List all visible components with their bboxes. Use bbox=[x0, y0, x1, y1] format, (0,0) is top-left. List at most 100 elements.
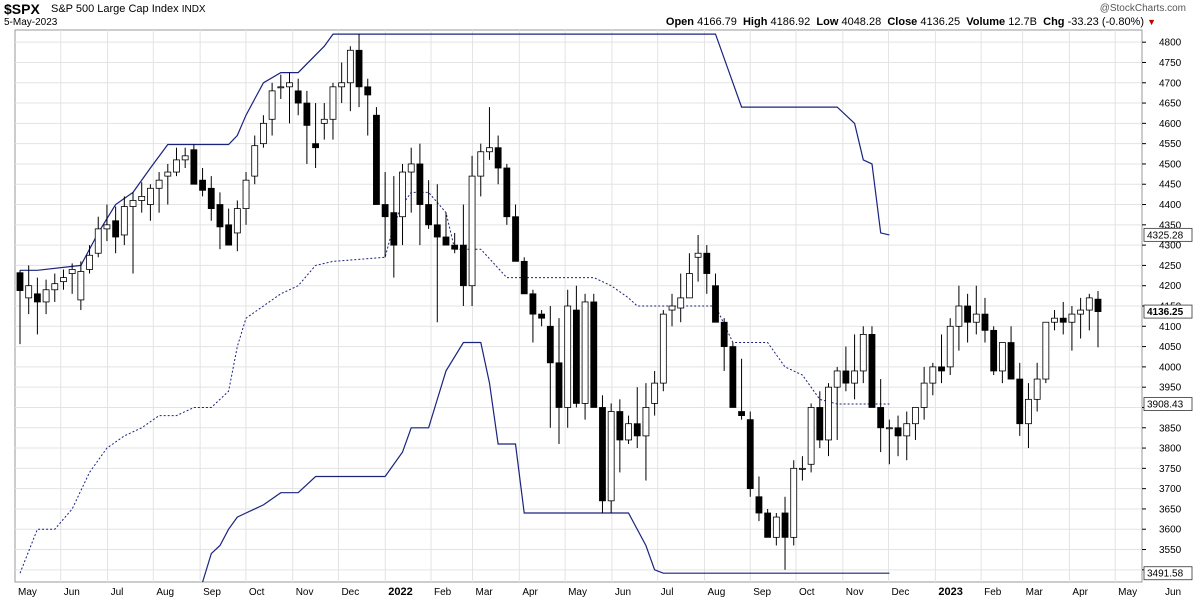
chart-header: $SPX S&P 500 Large Cap Index INDX 5-May-… bbox=[0, 0, 1200, 30]
down-candle-body bbox=[572, 309, 580, 404]
down-candle-body bbox=[764, 512, 772, 538]
y-tick-label: 4350 bbox=[1159, 220, 1182, 231]
up-candle-body bbox=[268, 90, 276, 120]
up-candle-body bbox=[1042, 321, 1050, 380]
y-tick-label: 4300 bbox=[1159, 241, 1182, 252]
up-candle-body bbox=[1085, 297, 1093, 311]
candle bbox=[355, 34, 363, 108]
candle bbox=[373, 107, 380, 205]
down-candle-body bbox=[355, 49, 363, 88]
up-candle-body bbox=[946, 325, 954, 368]
down-candle-body bbox=[720, 321, 728, 347]
candle bbox=[833, 366, 841, 440]
candle bbox=[590, 293, 598, 408]
x-tick-label: Mar bbox=[476, 587, 494, 598]
candle bbox=[738, 358, 745, 420]
candle bbox=[494, 135, 502, 185]
candle bbox=[16, 270, 24, 345]
ohlc-readout: Open 4166.79 High 4186.92 Low 4048.28 Cl… bbox=[666, 16, 1156, 28]
candle bbox=[946, 318, 954, 375]
candle bbox=[320, 103, 328, 140]
candle bbox=[816, 391, 824, 449]
up-candle-body bbox=[251, 145, 259, 177]
up-candle-body bbox=[825, 386, 832, 441]
candle bbox=[120, 196, 128, 246]
candle bbox=[929, 362, 937, 396]
x-tick-label: Apr bbox=[1072, 587, 1088, 598]
candle bbox=[442, 212, 450, 246]
down-candle-body bbox=[433, 224, 441, 238]
candle bbox=[564, 289, 572, 428]
candle bbox=[451, 232, 459, 254]
candle bbox=[225, 208, 233, 246]
up-candle-body bbox=[468, 175, 476, 287]
candle bbox=[364, 78, 372, 136]
down-candle-body bbox=[746, 419, 754, 490]
y-tick-label: 4000 bbox=[1159, 362, 1182, 373]
down-candle-body bbox=[225, 224, 233, 246]
down-candle-body bbox=[1059, 317, 1067, 323]
up-candle-body bbox=[833, 370, 841, 388]
x-tick-label: Jul bbox=[111, 587, 124, 598]
down-candle-body bbox=[990, 329, 998, 372]
chart-date: 5-May-2023 bbox=[4, 17, 58, 28]
watermark: @StockCharts.com bbox=[1099, 3, 1186, 14]
y-tick-label: 3650 bbox=[1159, 504, 1182, 515]
x-tick-label: Jun bbox=[1165, 587, 1181, 598]
y-tick-label: 4400 bbox=[1159, 200, 1182, 211]
candle bbox=[459, 204, 467, 306]
candle bbox=[885, 419, 893, 465]
candle bbox=[268, 82, 276, 136]
up-candle-body bbox=[138, 196, 146, 201]
open-label: Open bbox=[665, 16, 695, 28]
up-candle-body bbox=[929, 366, 937, 384]
y-tick-label: 3550 bbox=[1159, 545, 1182, 556]
down-candle-body bbox=[503, 167, 511, 218]
candle bbox=[503, 163, 511, 225]
down-candle-body bbox=[459, 244, 467, 287]
candle bbox=[720, 318, 728, 371]
up-candle-body bbox=[790, 467, 798, 538]
candle bbox=[694, 234, 702, 282]
x-tick-label: Jun bbox=[615, 587, 631, 598]
index-name: S&P 500 Large Cap Index bbox=[51, 3, 179, 15]
candle bbox=[529, 289, 537, 343]
up-candle-body bbox=[1033, 378, 1041, 400]
down-candle-body bbox=[877, 407, 885, 429]
x-tick-label: Dec bbox=[892, 587, 910, 598]
candle bbox=[616, 399, 624, 473]
volume-label: Volume bbox=[966, 16, 1006, 28]
candle bbox=[486, 107, 493, 160]
x-tick-label: May bbox=[1118, 587, 1137, 598]
x-tick-label: Mar bbox=[1026, 587, 1044, 598]
up-candle-body bbox=[233, 208, 241, 234]
candle bbox=[425, 180, 432, 229]
candle bbox=[251, 135, 259, 185]
up-candle-body bbox=[486, 147, 493, 153]
candle bbox=[477, 143, 485, 197]
up-candle-body bbox=[477, 151, 485, 177]
up-candle-body bbox=[277, 86, 285, 89]
chg-label: Chg bbox=[1043, 16, 1065, 28]
x-tick-label: Aug bbox=[156, 587, 174, 598]
x-tick-label: Dec bbox=[341, 587, 359, 598]
candle bbox=[851, 334, 858, 400]
candle bbox=[112, 206, 120, 254]
candle bbox=[703, 245, 711, 294]
down-candle-body bbox=[303, 102, 311, 126]
x-tick-label: Aug bbox=[707, 587, 725, 598]
up-candle-body bbox=[642, 407, 650, 437]
y-tick-label: 4050 bbox=[1159, 342, 1182, 353]
candle bbox=[86, 245, 93, 274]
down-candle-body bbox=[199, 179, 206, 191]
ticker-symbol: $SPX bbox=[4, 1, 40, 17]
candle bbox=[877, 379, 885, 453]
candle bbox=[651, 370, 659, 416]
up-candle-body bbox=[955, 305, 963, 327]
candle bbox=[772, 513, 780, 546]
x-tick-label: Nov bbox=[296, 587, 314, 598]
up-candle-body bbox=[607, 411, 615, 502]
badge-label: 4325.28 bbox=[1147, 230, 1184, 241]
candle bbox=[338, 62, 346, 104]
